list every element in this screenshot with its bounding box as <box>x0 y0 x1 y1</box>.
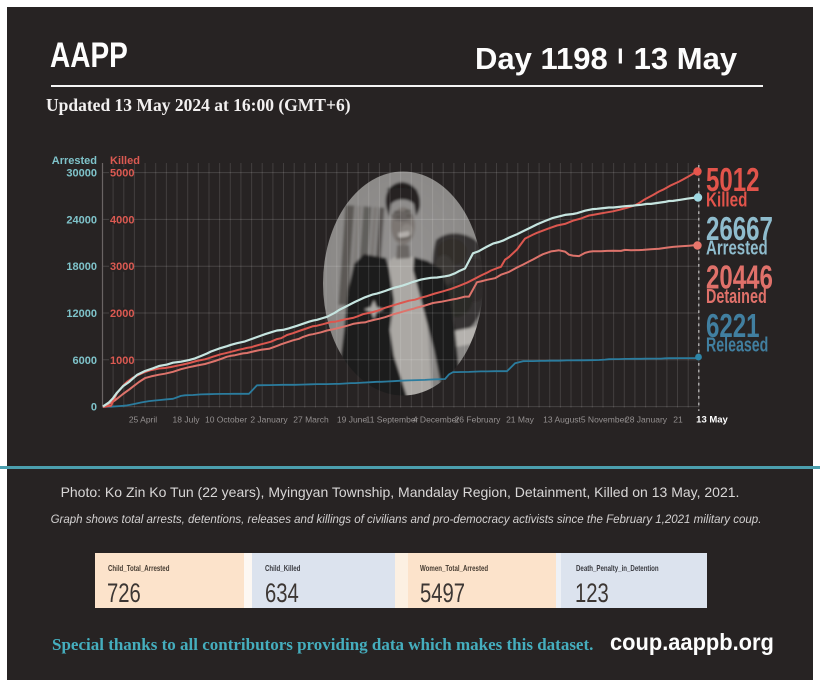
svg-text:6221: 6221 <box>706 308 760 345</box>
svg-text:10 October: 10 October <box>205 415 247 425</box>
svg-text:Arrested: Arrested <box>706 236 768 259</box>
svg-text:19 June: 19 June <box>337 415 368 425</box>
svg-text:1000: 1000 <box>110 355 134 367</box>
svg-text:5012: 5012 <box>706 162 760 199</box>
svg-text:21 May: 21 May <box>506 415 535 425</box>
svg-text:12000: 12000 <box>66 308 97 320</box>
svg-text:20446: 20446 <box>706 260 773 297</box>
svg-text:11 September: 11 September <box>366 415 419 425</box>
svg-text:28 January: 28 January <box>625 415 668 425</box>
svg-text:0: 0 <box>91 402 97 414</box>
svg-text:26667: 26667 <box>706 211 773 248</box>
svg-text:6000: 6000 <box>73 355 97 367</box>
svg-text:18000: 18000 <box>66 261 97 273</box>
svg-text:4000: 4000 <box>110 214 134 226</box>
svg-text:30000: 30000 <box>66 168 97 180</box>
svg-text:Arrested: Arrested <box>52 155 97 167</box>
svg-text:27 March: 27 March <box>293 415 329 425</box>
svg-text:21: 21 <box>673 415 683 425</box>
svg-text:Detained: Detained <box>706 285 767 308</box>
svg-text:3000: 3000 <box>110 261 134 273</box>
svg-text:4 December: 4 December <box>413 415 459 425</box>
svg-text:Killed: Killed <box>110 155 140 167</box>
svg-text:24000: 24000 <box>66 214 97 226</box>
svg-text:25 April: 25 April <box>129 415 157 425</box>
svg-text:13 August: 13 August <box>543 415 581 425</box>
svg-text:13 May: 13 May <box>696 415 728 426</box>
svg-text:Released: Released <box>706 333 768 356</box>
svg-text:26 February: 26 February <box>455 415 502 425</box>
svg-text:18 July: 18 July <box>173 415 201 425</box>
svg-text:2 January: 2 January <box>250 415 288 425</box>
svg-text:Killed: Killed <box>706 188 747 211</box>
svg-text:5 November: 5 November <box>581 415 627 425</box>
svg-text:2000: 2000 <box>110 308 134 320</box>
svg-text:5000: 5000 <box>110 168 134 180</box>
